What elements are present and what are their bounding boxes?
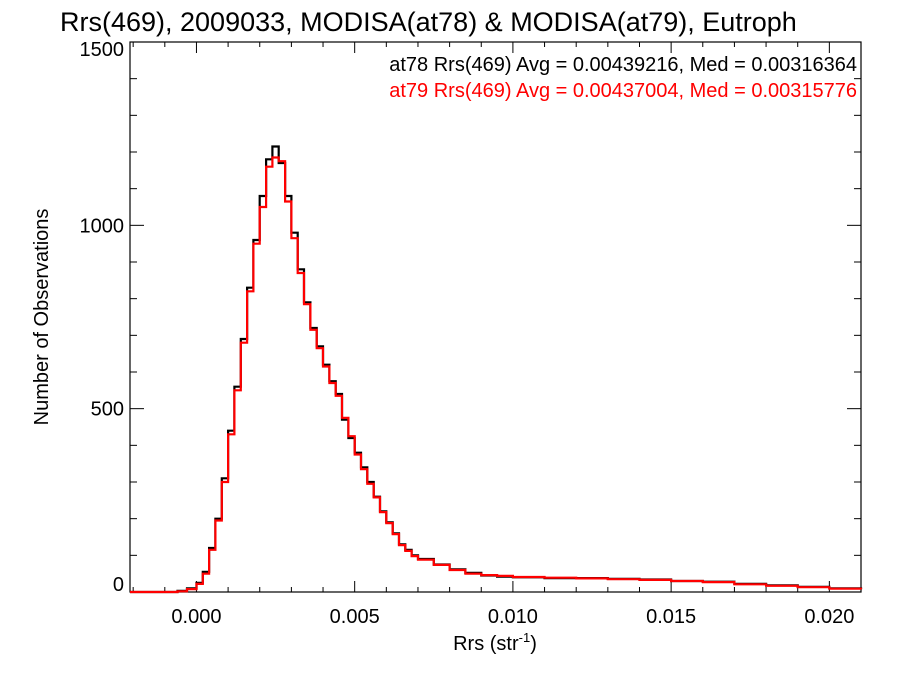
- y-axis-ticks: 0 500 1000 1500: [80, 39, 861, 596]
- x-tick-label: 0.020: [804, 606, 854, 628]
- y-tick-label: 1000: [80, 215, 125, 237]
- x-tick-label: 0.000: [171, 606, 221, 628]
- x-tick-label: 0.015: [646, 606, 696, 628]
- plot-frame: [129, 41, 862, 593]
- x-tick-label: 0.010: [488, 606, 538, 628]
- y-tick-label: 500: [91, 399, 124, 421]
- series-layer: [130, 145, 863, 594]
- y-tick-label: 0: [113, 574, 124, 596]
- x-axis-label: Rrs (str-1): [453, 630, 537, 655]
- series-line-at79: [130, 156, 863, 594]
- x-axis-ticks: 0.000 0.005 0.010 0.015 0.020: [132, 42, 854, 628]
- stats-line-at79: at79 Rrs(469) Avg = 0.00437004, Med = 0.…: [389, 80, 857, 102]
- chart-title: Rrs(469), 2009033, MODISA(at78) & MODISA…: [60, 7, 797, 37]
- series-line-at78: [130, 145, 863, 594]
- x-tick-label: 0.005: [330, 606, 380, 628]
- x-axis-label-superscript: -1: [519, 630, 531, 645]
- y-axis-label: Number of Observations: [31, 209, 53, 426]
- y-tick-label: 1500: [80, 39, 125, 61]
- stats-line-at78: at78 Rrs(469) Avg = 0.00439216, Med = 0.…: [389, 54, 857, 76]
